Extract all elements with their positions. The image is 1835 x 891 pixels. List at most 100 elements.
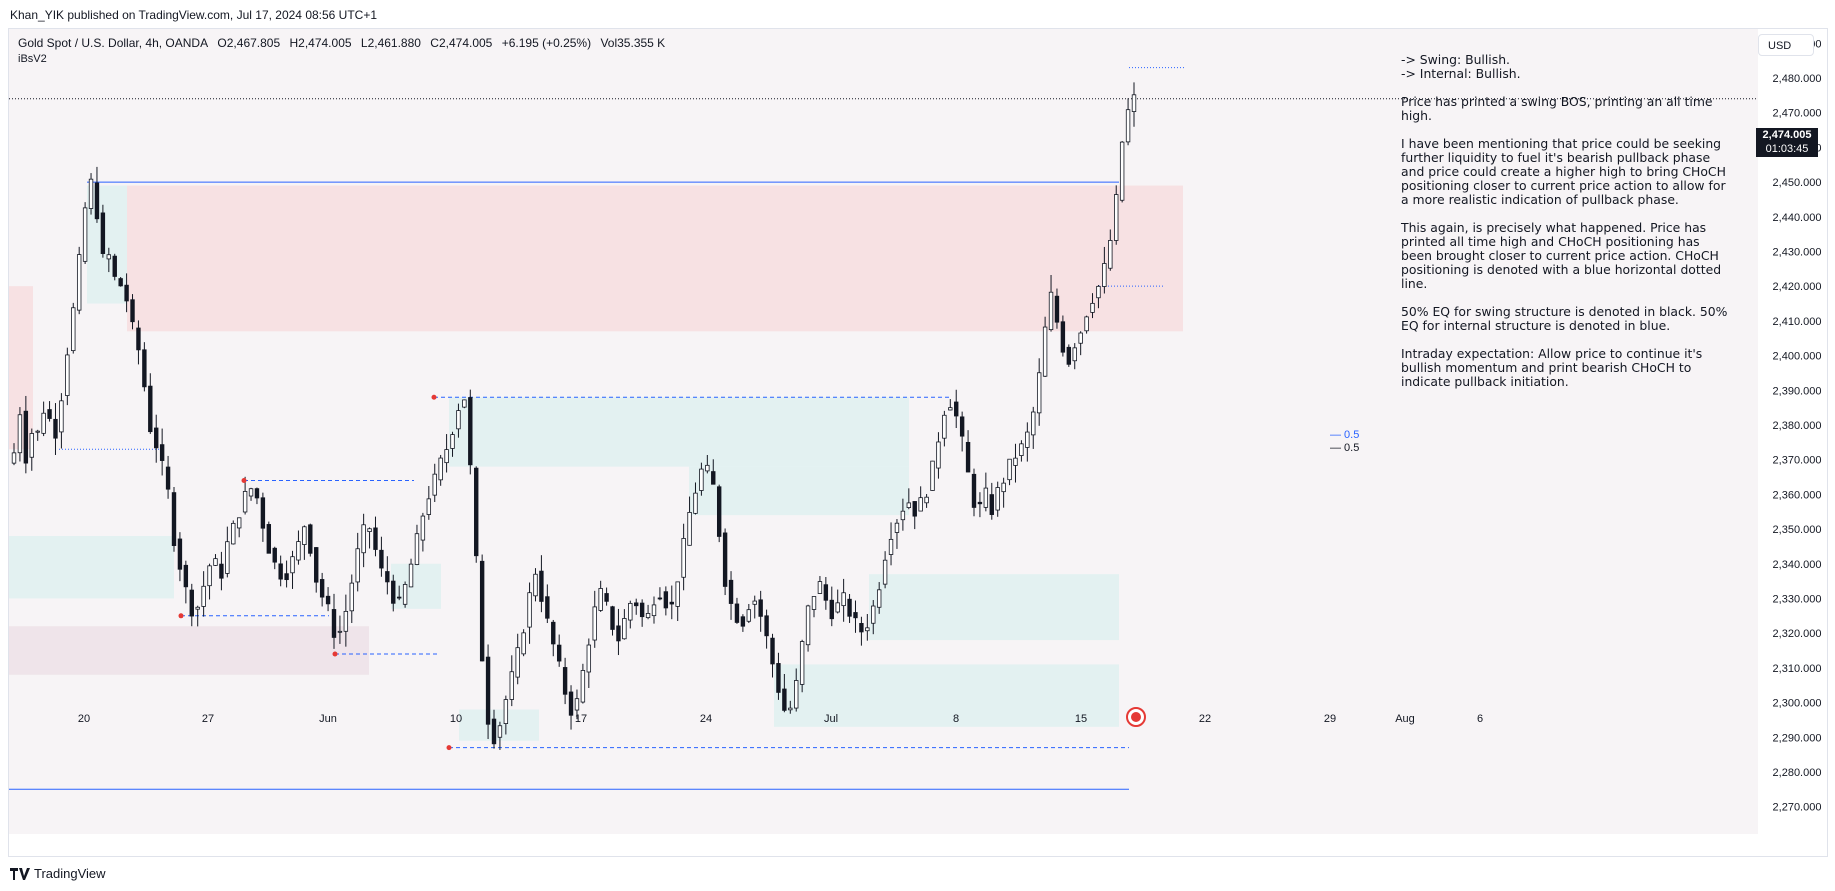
candle xyxy=(942,410,947,447)
candle xyxy=(497,721,503,750)
candle xyxy=(284,560,289,588)
x-tick-label: 29 xyxy=(1324,713,1336,725)
candle xyxy=(290,550,295,589)
candle xyxy=(734,597,740,624)
candle xyxy=(835,589,840,614)
candle xyxy=(1090,293,1095,319)
volume-value: Vol35.355 K xyxy=(600,36,666,50)
eq-swing-label: — 0.5 xyxy=(1330,442,1360,454)
candle xyxy=(936,432,941,479)
candle-body xyxy=(533,573,538,597)
candle-body xyxy=(788,707,793,711)
candle xyxy=(59,393,64,449)
eq-internal-label: — 0.5 xyxy=(1330,429,1360,441)
candle-body xyxy=(752,600,757,605)
candle xyxy=(580,663,586,704)
candle xyxy=(76,246,82,315)
candle xyxy=(337,615,343,644)
candle-body xyxy=(817,581,823,594)
x-tick-label: 10 xyxy=(450,713,462,725)
candle xyxy=(1031,406,1036,449)
candle-body xyxy=(959,416,965,437)
candle-body xyxy=(302,526,307,545)
candle-body xyxy=(776,663,781,693)
chart-canvas[interactable]: 2,490.0002,480.0002,470.0002,460.0002,45… xyxy=(9,29,1827,856)
candle xyxy=(23,395,29,474)
candle xyxy=(610,605,615,636)
y-tick-label: 2,440.000 xyxy=(1773,212,1822,224)
y-tick-label: 2,450.000 xyxy=(1773,177,1822,189)
candle xyxy=(865,614,870,641)
candle-body xyxy=(53,418,58,439)
candle xyxy=(1078,331,1083,356)
candle xyxy=(1084,315,1089,334)
candle-body xyxy=(1060,321,1066,353)
candle xyxy=(876,582,882,614)
candle xyxy=(391,574,396,612)
last-price-tag: 2,474.005 01:03:45 xyxy=(1756,128,1818,157)
candle-body xyxy=(989,494,994,515)
candle xyxy=(930,460,935,491)
candle xyxy=(201,571,206,617)
candle xyxy=(533,568,538,602)
candle xyxy=(130,294,135,330)
currency-selector[interactable]: USD xyxy=(1758,34,1814,56)
candle-body xyxy=(88,178,94,209)
x-tick-label: 17 xyxy=(575,713,587,725)
candle-body xyxy=(272,547,277,563)
indicator-label[interactable]: iBsV2 xyxy=(18,53,47,65)
candle-body xyxy=(444,449,449,464)
candle xyxy=(1072,343,1077,370)
candle-body xyxy=(47,409,52,419)
candle-body xyxy=(971,473,977,508)
note-bos: Price has printed a swing BOS, printing … xyxy=(1401,94,1713,123)
candle xyxy=(468,389,473,475)
candle-body xyxy=(420,515,426,541)
symbol-legend: Gold Spot / U.S. Dollar, 4h, OANDA O2,46… xyxy=(18,36,671,50)
candle xyxy=(794,668,799,712)
candle-body xyxy=(462,399,467,408)
candle-body xyxy=(118,278,123,287)
candle-body xyxy=(562,667,568,695)
x-tick-label: 24 xyxy=(700,713,712,725)
candle xyxy=(444,434,449,473)
candle xyxy=(639,599,645,627)
candle xyxy=(361,513,366,568)
candle-body xyxy=(396,596,402,599)
candle-body xyxy=(705,464,710,472)
x-tick-label: 20 xyxy=(78,713,90,725)
candle xyxy=(598,580,603,612)
candle-body xyxy=(918,497,923,512)
candle xyxy=(954,389,959,429)
candle-body xyxy=(65,354,70,396)
candle-body xyxy=(977,501,983,505)
symbol-name[interactable]: Gold Spot / U.S. Dollar, 4h, OANDA xyxy=(18,36,209,50)
y-tick-label: 2,480.000 xyxy=(1773,73,1822,85)
candle-body xyxy=(1025,431,1030,448)
candle xyxy=(693,482,698,515)
candle xyxy=(1125,98,1131,146)
candle xyxy=(41,401,46,437)
candle-body xyxy=(355,548,360,583)
candle-body xyxy=(474,467,479,557)
note-liquidity: I have been mentioning that price could … xyxy=(1401,136,1726,207)
tradingview-footer[interactable]: TradingView xyxy=(10,866,106,881)
candle xyxy=(456,403,461,438)
candle xyxy=(82,202,88,265)
candle xyxy=(847,594,852,623)
candle xyxy=(17,407,23,462)
candle-body xyxy=(82,207,88,262)
candle xyxy=(408,558,414,588)
candle-body xyxy=(734,603,740,623)
chart-frame[interactable]: 2,490.0002,480.0002,470.0002,460.0002,45… xyxy=(8,28,1828,857)
candle xyxy=(752,595,757,619)
candle xyxy=(746,603,752,624)
candle-body xyxy=(207,565,212,587)
y-tick-label: 2,270.000 xyxy=(1773,802,1822,814)
candle xyxy=(995,481,1000,517)
candle-body xyxy=(1119,141,1125,201)
candle xyxy=(219,551,224,591)
candle-body xyxy=(112,255,117,277)
candle-body xyxy=(728,579,734,604)
y-tick-label: 2,390.000 xyxy=(1773,385,1822,397)
